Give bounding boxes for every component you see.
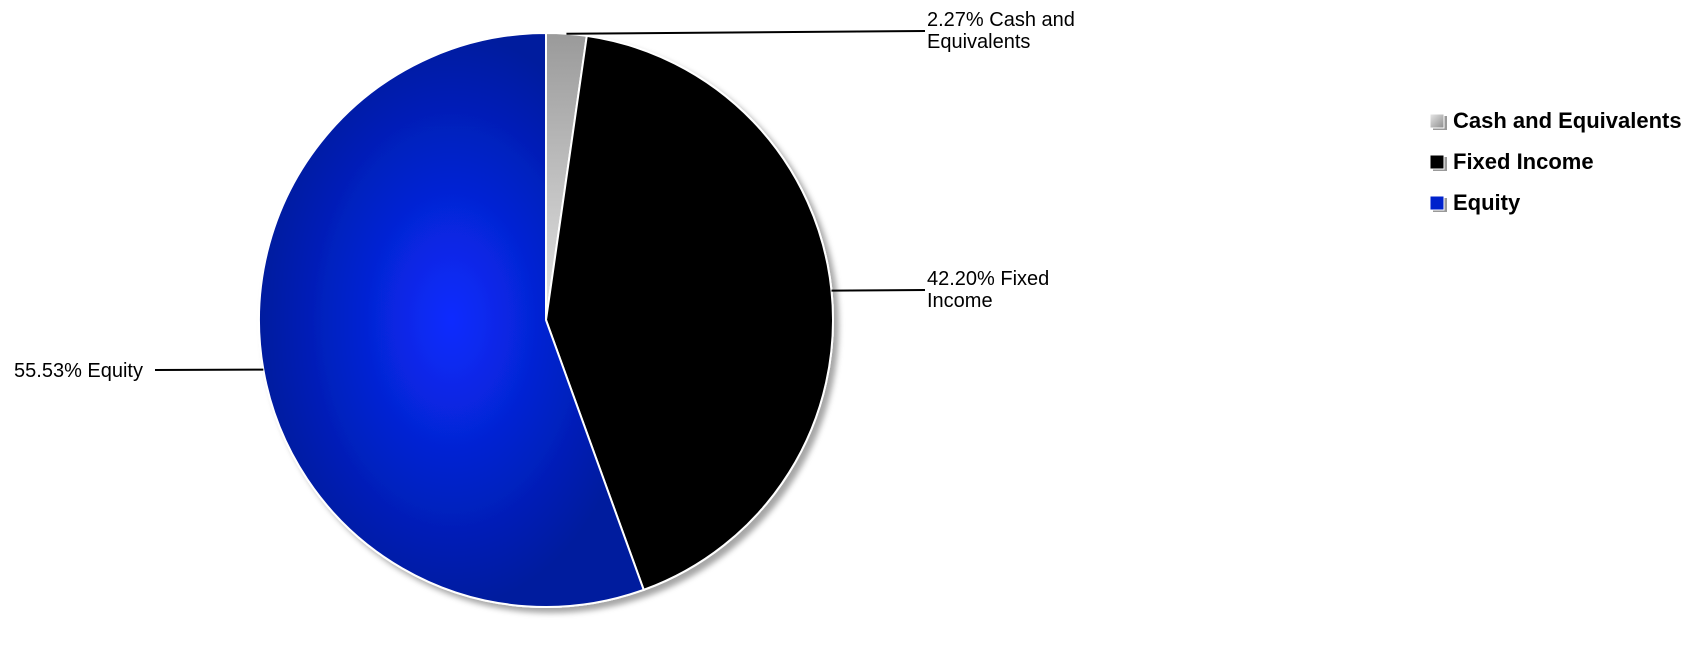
data-label-cash-and-equivalents: 2.27% Cash and Equivalents (927, 9, 1075, 53)
pie-group (258, 31, 834, 608)
legend-swatch-equity (1429, 195, 1445, 211)
legend: Cash and Equivalents Fixed Income Equity (1429, 108, 1682, 215)
leader-line-fixed-income (831, 289, 926, 292)
legend-swatch-fixed-income (1429, 154, 1445, 170)
data-label-fixed-income: 42.20% Fixed Income (927, 268, 1049, 312)
legend-label-equity: Equity (1453, 190, 1521, 215)
legend-swatch-cash-and-equivalents (1429, 113, 1445, 129)
data-labels: 2.27% Cash and Equivalents 42.20% Fixed Inc… (14, 9, 1075, 382)
leader-lines (154, 30, 926, 371)
legend-label-cash-and-equivalents: Cash and Equivalents (1453, 108, 1682, 133)
leader-line-cash-and-equivalents (566, 30, 926, 35)
legend-item-cash-and-equivalents: Cash and Equivalents (1429, 108, 1682, 133)
data-label-equity: 55.53% Equity (14, 360, 143, 382)
legend-item-equity: Equity (1429, 190, 1521, 215)
pie-slice-equity (258, 31, 646, 608)
legend-item-fixed-income: Fixed Income (1429, 149, 1594, 174)
legend-label-fixed-income: Fixed Income (1453, 149, 1594, 174)
